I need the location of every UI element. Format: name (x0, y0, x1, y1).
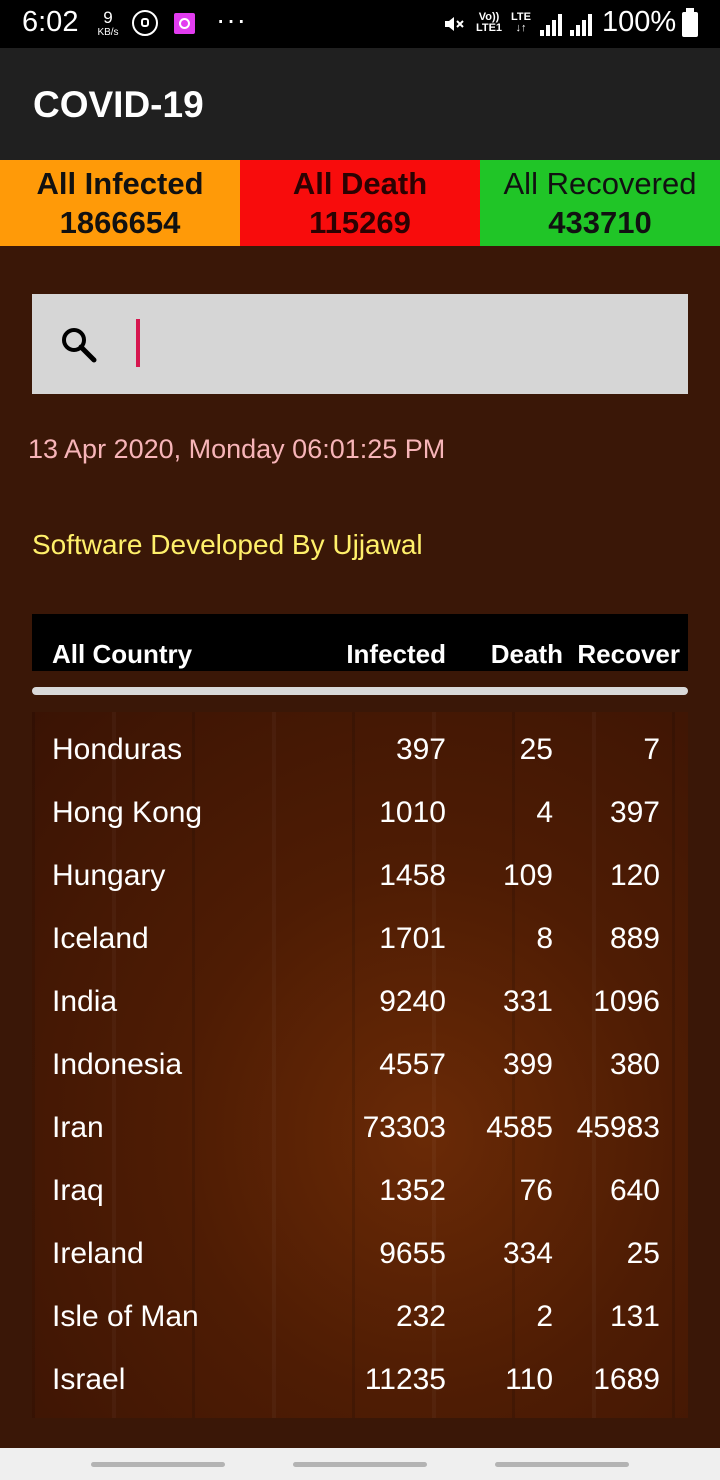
cell-country: Ireland (52, 1237, 144, 1270)
cell-death: 25 (519, 733, 553, 766)
cell-recover: 120 (609, 859, 660, 892)
summary-infected-label: All Infected (36, 166, 204, 201)
more-notifications-icon: ··· (216, 4, 247, 35)
nav-recents-handle[interactable] (91, 1462, 225, 1467)
system-navigation-bar (0, 1448, 720, 1480)
network-speed-value: 9 (103, 8, 113, 27)
table-row[interactable]: Indonesia 4557 399 380 (32, 1033, 688, 1096)
cell-death: 109 (502, 859, 553, 892)
table-header: All Country Infected Death Recover (32, 614, 688, 671)
cell-infected: 1458 (379, 859, 446, 892)
summary-recovered: All Recovered 433710 (480, 160, 720, 246)
status-time: 6:02 (22, 6, 79, 38)
signal-icon (540, 14, 564, 36)
cell-country: Hong Kong (52, 796, 203, 829)
cell-country: Indonesia (52, 1048, 183, 1081)
table-row[interactable]: Israel 11235 110 1689 (32, 1348, 688, 1411)
battery-icon (682, 8, 698, 37)
status-bar: 6:02 9 KB/s ··· Vo)) LTE1 LTE ↓↑ 100% (0, 0, 720, 48)
cell-death: 399 (502, 1048, 553, 1081)
header-recover[interactable]: Recover (577, 639, 680, 669)
cell-recover: 640 (609, 1174, 660, 1207)
table-row[interactable]: Iran 73303 4585 45983 (32, 1096, 688, 1159)
cell-recover: 45983 (576, 1111, 660, 1144)
last-updated-datetime: 13 Apr 2020, Monday 06:01:25 PM (28, 434, 446, 464)
search-input[interactable] (136, 320, 656, 368)
summary-recovered-label: All Recovered (503, 166, 697, 201)
cell-recover: 1096 (593, 985, 660, 1018)
table-row[interactable]: Honduras 397 25 7 (32, 718, 688, 781)
network-speed: 9 KB/s (90, 9, 126, 38)
table-row[interactable]: Iraq 1352 76 640 (32, 1159, 688, 1222)
cell-country: India (52, 985, 118, 1018)
app-bar: COVID-19 (0, 48, 720, 160)
table-row[interactable]: Hong Kong 1010 4 397 (32, 781, 688, 844)
app-title: COVID-19 (33, 84, 204, 125)
search-icon[interactable] (58, 324, 100, 366)
cell-death: 110 (505, 1363, 553, 1396)
cell-infected: 1701 (379, 922, 446, 955)
battery-percent: 100% (602, 6, 677, 38)
nav-home-handle[interactable] (293, 1462, 427, 1467)
cell-death: 331 (502, 985, 553, 1018)
cell-infected: 397 (395, 733, 446, 766)
cell-infected: 11235 (364, 1363, 446, 1396)
cell-death: 76 (519, 1174, 553, 1207)
cell-country: Israel (52, 1363, 126, 1396)
table-row[interactable]: India 9240 331 1096 (32, 970, 688, 1033)
table-row[interactable]: Hungary 1458 109 120 (32, 844, 688, 907)
app-notification-icon (174, 13, 195, 34)
summary-infected: All Infected 1866654 (0, 160, 240, 246)
text-cursor (136, 319, 140, 367)
cell-infected: 232 (395, 1300, 446, 1333)
developer-credit: Software Developed By Ujjawal (32, 529, 423, 560)
summary-death-label: All Death (292, 166, 428, 201)
cell-recover: 25 (626, 1237, 660, 1270)
search-bar[interactable] (32, 294, 688, 394)
cell-country: Honduras (52, 733, 183, 766)
cell-recover: 1689 (593, 1363, 660, 1396)
network-speed-unit: KB/s (97, 27, 119, 38)
cell-country: Iceland (52, 922, 149, 955)
summary-recovered-value: 433710 (548, 205, 652, 240)
summary-death: All Death 115269 (240, 160, 480, 246)
summary-infected-value: 1866654 (59, 205, 181, 240)
header-infected[interactable]: Infected (346, 639, 446, 669)
cell-infected: 4557 (379, 1048, 446, 1081)
cell-death: 334 (502, 1237, 553, 1270)
table-row[interactable]: Ireland 9655 334 25 (32, 1222, 688, 1285)
cell-country: Iran (52, 1111, 104, 1144)
header-death[interactable]: Death (490, 639, 563, 669)
cell-infected: 9240 (379, 985, 446, 1018)
cell-infected: 1010 (379, 796, 446, 829)
nav-back-handle[interactable] (495, 1462, 629, 1467)
cell-death: 2 (536, 1300, 553, 1333)
country-list[interactable]: Honduras 397 25 7 Hong Kong 1010 4 397 H… (32, 712, 688, 1418)
header-divider (32, 687, 688, 695)
cell-country: Hungary (52, 859, 166, 892)
table-row[interactable]: Iceland 1701 8 889 (32, 907, 688, 970)
cell-infected: 9655 (379, 1237, 446, 1270)
table-row[interactable]: Isle of Man 232 2 131 (32, 1285, 688, 1348)
cell-death: 4 (536, 796, 553, 829)
lte-indicator: LTE ↓↑ (511, 11, 531, 34)
signal-icon (570, 14, 594, 36)
cell-death: 4585 (486, 1111, 553, 1144)
whatsapp-icon (132, 10, 158, 36)
cell-recover: 380 (609, 1048, 660, 1081)
cell-recover: 889 (609, 922, 660, 955)
cell-country: Isle of Man (52, 1300, 199, 1333)
header-country[interactable]: All Country (52, 639, 193, 669)
cell-death: 8 (536, 922, 553, 955)
cell-country: Iraq (52, 1174, 104, 1207)
mute-icon (445, 17, 464, 31)
summary-bar: All Infected 1866654 All Death 115269 Al… (0, 160, 720, 246)
cell-recover: 7 (643, 733, 660, 766)
summary-death-value: 115269 (309, 205, 411, 240)
cell-recover: 131 (609, 1300, 660, 1333)
cell-infected: 73303 (362, 1111, 446, 1144)
cell-recover: 397 (609, 796, 660, 829)
cell-infected: 1352 (379, 1174, 446, 1207)
volte-indicator: Vo)) LTE1 (475, 11, 503, 34)
